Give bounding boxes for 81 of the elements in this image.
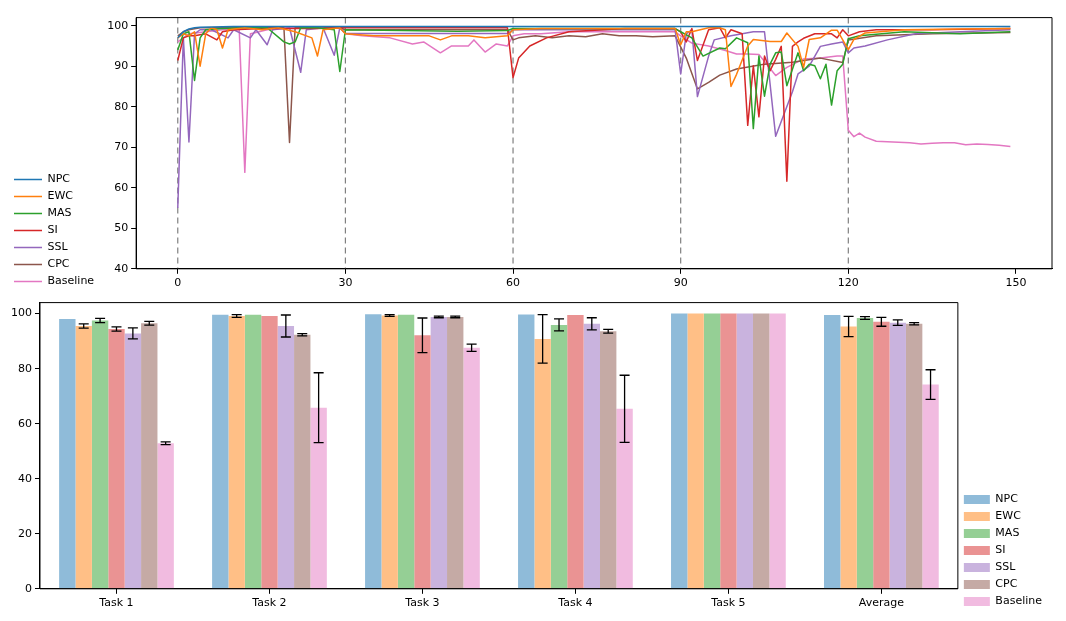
y-tick-label: 100 xyxy=(11,306,32,320)
bar xyxy=(534,338,551,589)
legend-label: SSL xyxy=(995,560,1017,574)
bar xyxy=(567,314,584,589)
legend-label: EWC xyxy=(995,509,1022,523)
bar xyxy=(463,347,480,589)
y-tick-label: 40 xyxy=(114,261,129,275)
bar xyxy=(720,313,737,589)
bar xyxy=(294,334,311,589)
bar xyxy=(736,313,753,589)
legend-label: CPC xyxy=(47,257,70,271)
y-tick-label: 100 xyxy=(107,18,129,32)
bar xyxy=(583,323,600,589)
bar xyxy=(381,315,398,589)
legend-label: SSL xyxy=(47,240,69,254)
bar xyxy=(310,407,327,589)
y-tick-label: 60 xyxy=(114,180,129,194)
bar xyxy=(616,408,633,589)
legend-label: CPC xyxy=(995,577,1018,591)
bar xyxy=(824,314,841,589)
legend-label: Baseline xyxy=(47,274,95,288)
bar xyxy=(703,313,721,589)
y-tick-label: 60 xyxy=(18,416,32,430)
x-tick-label: 60 xyxy=(506,276,521,290)
bar xyxy=(873,321,890,589)
bar xyxy=(124,333,142,589)
legend-label: Baseline xyxy=(995,594,1043,608)
bar xyxy=(59,319,76,589)
legend-label: SI xyxy=(995,543,1006,557)
legend-label: NPC xyxy=(47,172,71,186)
bar xyxy=(75,325,92,589)
bar xyxy=(430,316,448,589)
legend-label: MAS xyxy=(47,206,72,220)
y-tick-label: 80 xyxy=(18,361,32,375)
x-tick-label: 0 xyxy=(174,276,182,290)
y-tick-label: 90 xyxy=(114,59,129,73)
legend-label: NPC xyxy=(995,492,1019,506)
bar xyxy=(365,314,382,589)
legend-label: SI xyxy=(47,223,58,237)
y-tick-label: 80 xyxy=(114,99,129,113)
x-tick-label: Task 5 xyxy=(710,596,746,610)
x-tick-label: Average xyxy=(858,596,905,610)
bar xyxy=(108,329,125,589)
x-tick-label: Task 1 xyxy=(98,596,134,610)
bar xyxy=(447,316,464,589)
x-tick-label: Task 3 xyxy=(404,596,440,610)
bar xyxy=(905,323,923,589)
legend-label: MAS xyxy=(995,526,1020,540)
legend-label: EWC xyxy=(47,189,74,203)
bar xyxy=(600,331,617,589)
bar xyxy=(922,384,939,589)
x-tick-label: 30 xyxy=(338,276,353,290)
bar xyxy=(212,314,229,589)
x-tick-label: Task 4 xyxy=(557,596,593,610)
bar xyxy=(261,316,278,589)
x-tick-label: 90 xyxy=(673,276,688,290)
x-tick-label: 150 xyxy=(1005,276,1027,290)
bar xyxy=(840,326,857,589)
y-tick-label: 50 xyxy=(114,221,129,235)
y-tick-label: 70 xyxy=(114,140,129,154)
bar xyxy=(91,320,109,589)
bar xyxy=(141,323,158,589)
bar xyxy=(157,443,174,589)
bar xyxy=(769,313,786,589)
bar xyxy=(550,324,568,589)
bar xyxy=(518,314,535,589)
bar xyxy=(228,316,245,589)
y-tick-label: 0 xyxy=(25,581,32,595)
bar xyxy=(277,325,295,589)
x-tick-label: Task 2 xyxy=(251,596,287,610)
y-tick-label: 40 xyxy=(18,471,32,485)
bar xyxy=(671,313,688,589)
bar xyxy=(752,313,770,589)
bar xyxy=(687,313,704,589)
bar xyxy=(856,318,874,589)
bar xyxy=(397,314,415,589)
y-tick-label: 20 xyxy=(18,526,32,540)
bar xyxy=(889,322,906,589)
bar xyxy=(414,335,431,589)
bar xyxy=(244,314,262,589)
x-tick-label: 120 xyxy=(837,276,859,290)
